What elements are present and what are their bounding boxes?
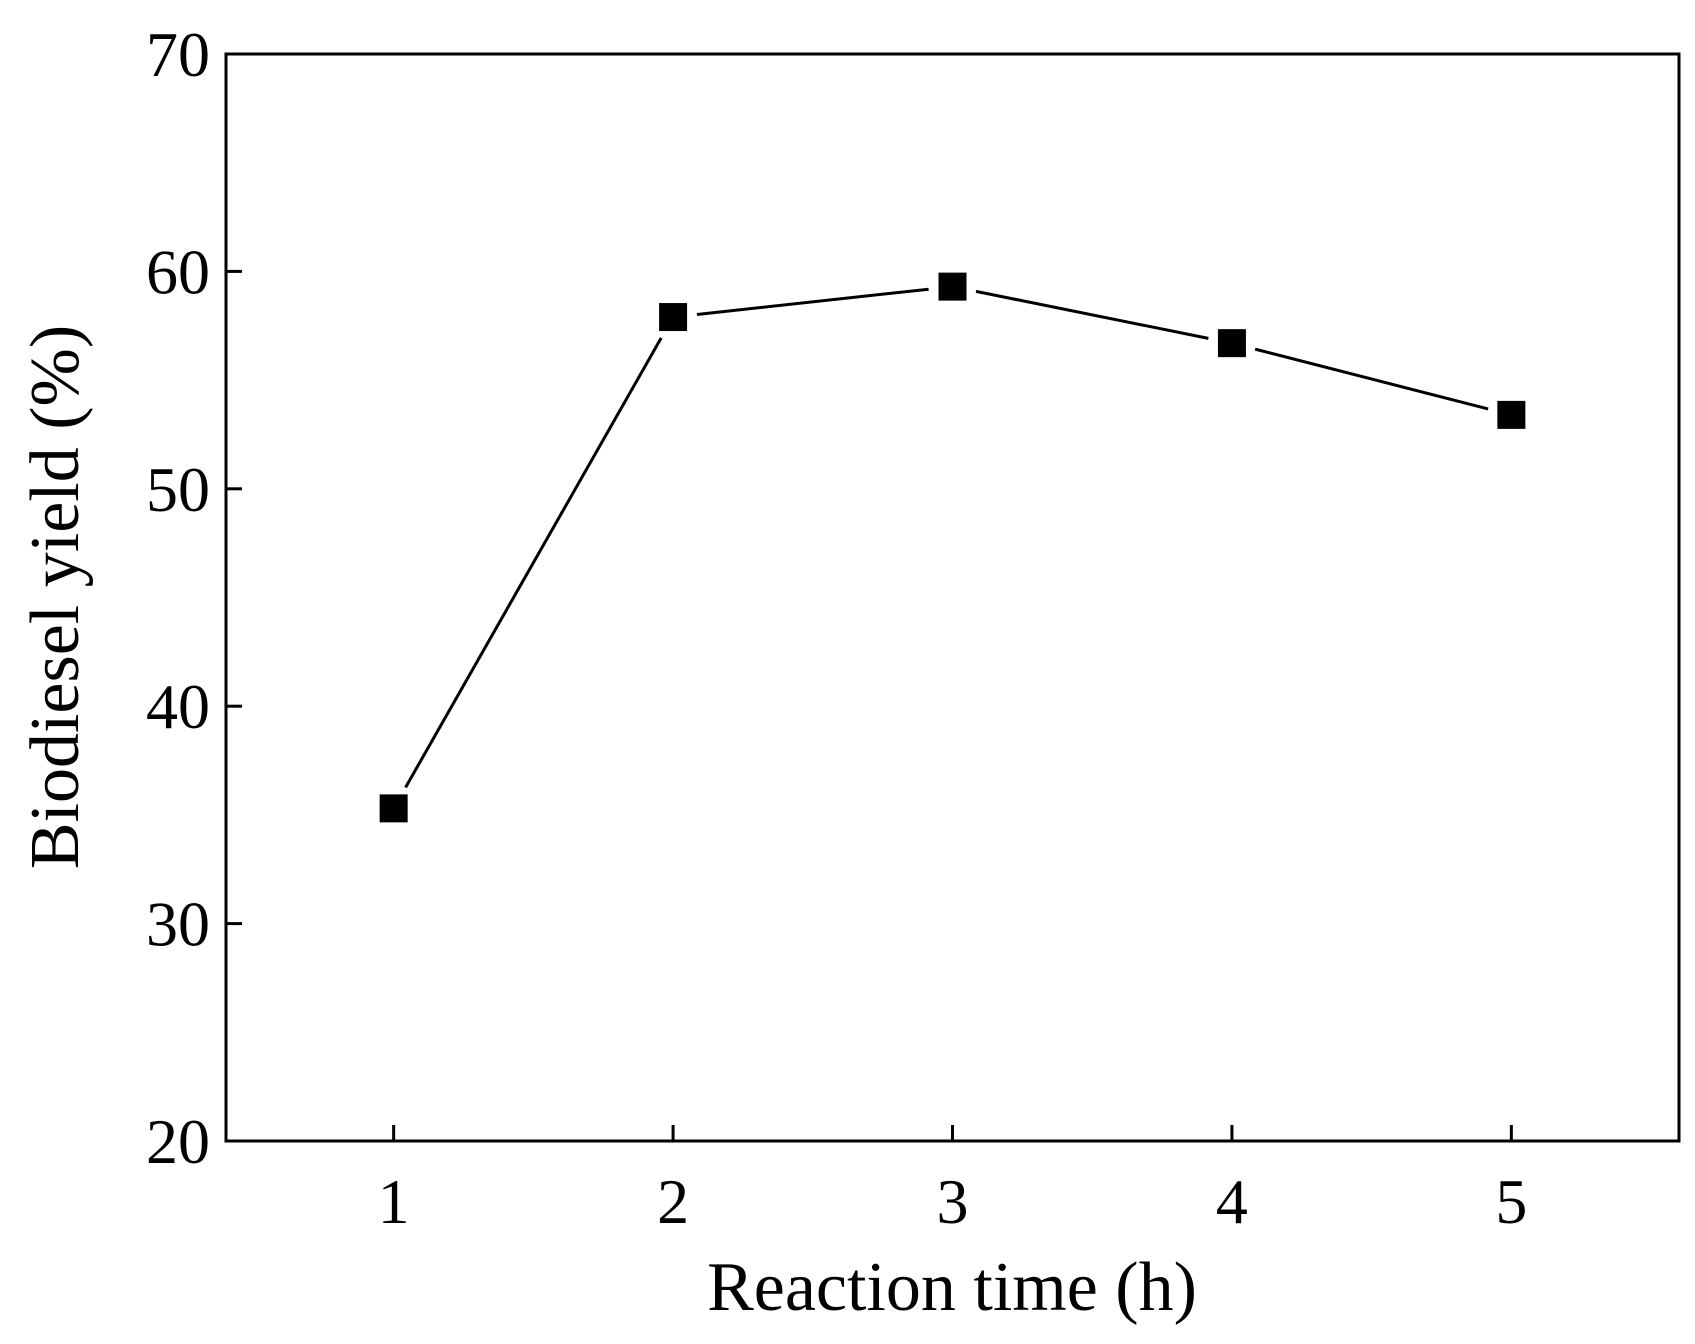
- x-axis: 1 2 3 4 5: [378, 1125, 1527, 1237]
- data-point-5: [1497, 400, 1526, 429]
- y-tick-label-20: 20: [146, 1106, 210, 1177]
- series-0-segment-2: [696, 287, 929, 316]
- y-tick-label-50: 50: [146, 454, 210, 525]
- x-tick-label-1: 1: [378, 1166, 410, 1237]
- y-axis-title: Biodiesel yield (%): [17, 325, 94, 869]
- x-tick-label-2: 2: [657, 1166, 689, 1237]
- series-markers: [379, 272, 1526, 823]
- data-point-2: [659, 303, 688, 332]
- series-0-segment-3: [975, 289, 1209, 340]
- x-axis-title: Reaction time (h): [707, 1249, 1197, 1326]
- data-point-4: [1217, 329, 1246, 358]
- y-tick-label-30: 30: [146, 889, 210, 960]
- series-0-segment-4: [1254, 347, 1489, 411]
- y-tick-label-60: 60: [146, 236, 210, 307]
- y-axis: 20 30 40 50 60 70: [146, 19, 242, 1177]
- plot-frame: [224, 52, 1681, 1143]
- series-0-segment-1: [404, 337, 663, 789]
- y-tick-label-40: 40: [146, 671, 210, 742]
- data-point-1: [379, 794, 408, 823]
- y-tick-label-70: 70: [146, 19, 210, 90]
- x-tick-label-3: 3: [937, 1166, 969, 1237]
- data-point-3: [938, 272, 967, 301]
- series-lines: [404, 287, 1489, 789]
- x-tick-label-5: 5: [1495, 1166, 1527, 1237]
- x-tick-label-4: 4: [1216, 1166, 1248, 1237]
